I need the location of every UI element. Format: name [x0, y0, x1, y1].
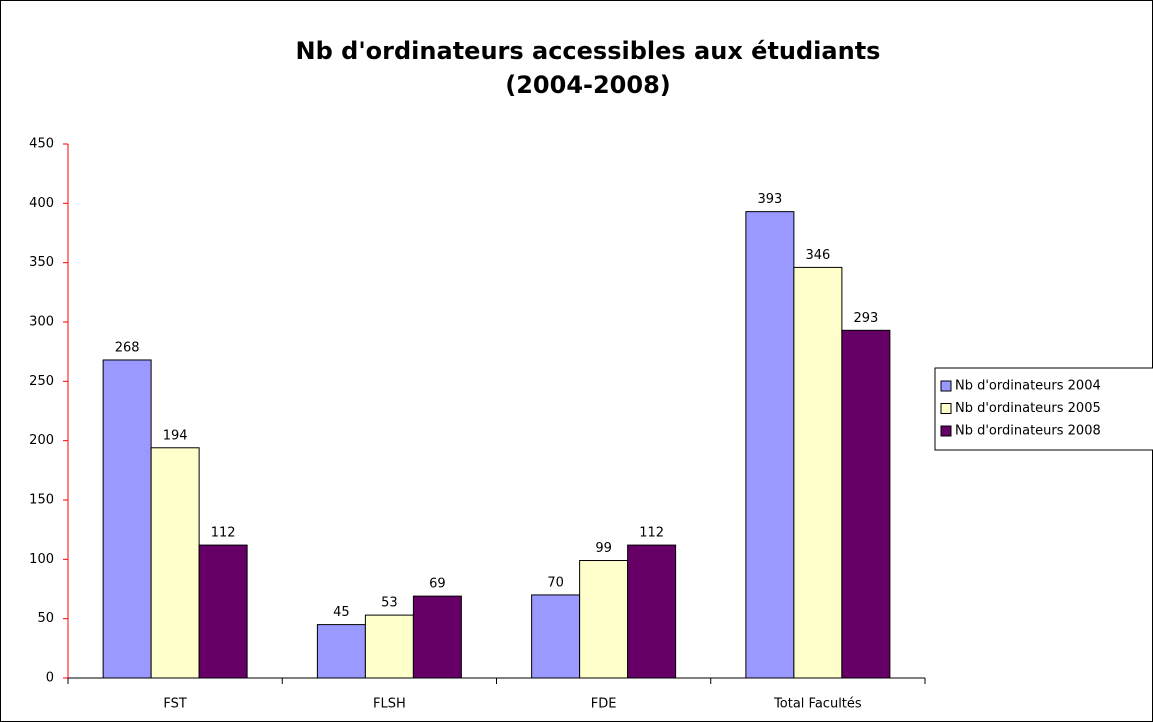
data-label: 393	[757, 192, 782, 207]
bar	[627, 544, 677, 679]
y-tick-label: 150	[29, 493, 54, 508]
legend-swatch	[940, 380, 952, 392]
x-tick-label: Total Facultés	[773, 697, 862, 712]
y-tick-label: 350	[29, 255, 54, 270]
y-tick-label: 200	[29, 433, 54, 448]
legend-label: Nb d'ordinateurs 2004	[955, 379, 1101, 394]
data-label: 346	[805, 248, 830, 263]
data-label: 293	[853, 311, 878, 326]
x-tick-label: FLSH	[373, 697, 406, 712]
bar	[412, 595, 462, 679]
bar	[198, 544, 248, 679]
y-tick-label: 450	[29, 137, 54, 152]
y-tick-label: 0	[46, 671, 54, 686]
y-tick-label: 400	[29, 196, 54, 211]
data-label: 69	[429, 577, 446, 592]
data-label: 99	[595, 541, 612, 556]
data-label: 112	[211, 526, 236, 541]
data-label: 194	[163, 428, 188, 443]
x-tick-label: FDE	[591, 697, 617, 712]
data-label: 268	[115, 340, 140, 355]
legend-box	[934, 367, 1153, 451]
x-tick-label: FST	[163, 697, 187, 712]
chart-title: (2004-2008)	[505, 71, 671, 99]
data-label: 53	[381, 596, 398, 611]
data-label: 45	[333, 605, 350, 620]
legend-swatch	[940, 403, 952, 414]
bar	[150, 447, 200, 679]
bar	[531, 594, 581, 679]
bar	[745, 211, 795, 679]
chart-title: Nb d'ordinateurs accessibles aux étudian…	[296, 37, 881, 65]
bar	[102, 359, 152, 679]
y-tick-label: 50	[37, 611, 54, 626]
legend-label: Nb d'ordinateurs 2008	[955, 424, 1101, 439]
bar	[793, 266, 843, 679]
y-tick-label: 300	[29, 315, 54, 330]
legend-label: Nb d'ordinateurs 2005	[955, 401, 1101, 416]
data-label: 70	[547, 575, 564, 590]
y-tick-label: 250	[29, 374, 54, 389]
bar	[579, 560, 629, 679]
legend-swatch	[940, 425, 952, 437]
bar	[364, 614, 414, 679]
bar	[841, 329, 891, 679]
bar	[316, 624, 366, 679]
data-label: 112	[639, 526, 664, 541]
y-tick-label: 100	[29, 552, 54, 567]
